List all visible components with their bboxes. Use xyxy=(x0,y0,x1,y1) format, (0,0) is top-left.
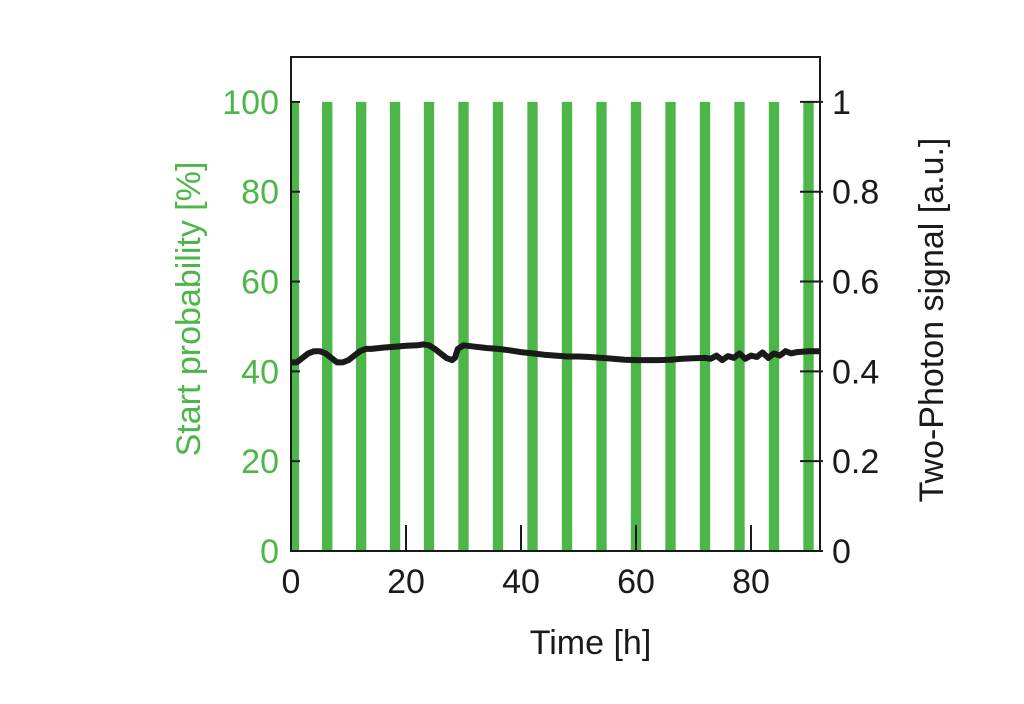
bar xyxy=(630,101,642,551)
y-right-tick-label: 0.2 xyxy=(832,443,879,481)
y-left-tick-label: 20 xyxy=(241,443,279,481)
y-left-tick-label: 40 xyxy=(241,353,279,391)
bar xyxy=(322,101,333,551)
y-right-tick-label: 0.4 xyxy=(832,353,879,391)
bar xyxy=(355,101,367,551)
y-right-tick-label: 1 xyxy=(832,84,851,122)
line-layer xyxy=(291,341,820,366)
x-tick-label: 40 xyxy=(502,563,540,601)
bar xyxy=(291,101,300,551)
bar xyxy=(734,101,745,551)
bar xyxy=(699,101,711,551)
y-left-tick-label: 60 xyxy=(241,264,279,302)
bar xyxy=(803,101,814,551)
y-right-tick-label: 0.6 xyxy=(832,264,879,302)
two-photon-signal-line xyxy=(291,341,820,366)
bars-layer xyxy=(291,101,814,551)
x-tick-label: 80 xyxy=(732,563,770,601)
bar xyxy=(389,101,401,551)
y-right-axis-title: Two-Photon signal [a.u.] xyxy=(913,138,951,503)
x-tick-label: 60 xyxy=(617,563,655,601)
x-tick-label: 0 xyxy=(282,563,301,601)
y-left-tick-label: 0 xyxy=(260,533,279,571)
bar xyxy=(768,101,780,551)
x-tick-label: 20 xyxy=(387,563,425,601)
y-right-tick-label: 0.8 xyxy=(832,174,879,212)
bar xyxy=(527,101,538,551)
y-left-tick-label: 80 xyxy=(241,174,279,212)
x-axis-title: Time [h] xyxy=(530,624,652,662)
plot-frame xyxy=(290,56,821,552)
y-left-tick-label: 100 xyxy=(222,84,279,122)
bar xyxy=(423,101,435,551)
bar xyxy=(492,101,504,551)
y-left-axis-title: Start probability [%] xyxy=(170,162,208,457)
y-right-tick-label: 0 xyxy=(832,533,851,571)
bar xyxy=(561,101,573,551)
bar xyxy=(596,101,607,551)
ticks-layer: 0 20 40 60 80 100 0 0.2 0.4 0.6 0.8 1 0 20 40 60 80 xyxy=(222,84,879,601)
bar xyxy=(665,101,676,551)
bar xyxy=(458,101,469,551)
